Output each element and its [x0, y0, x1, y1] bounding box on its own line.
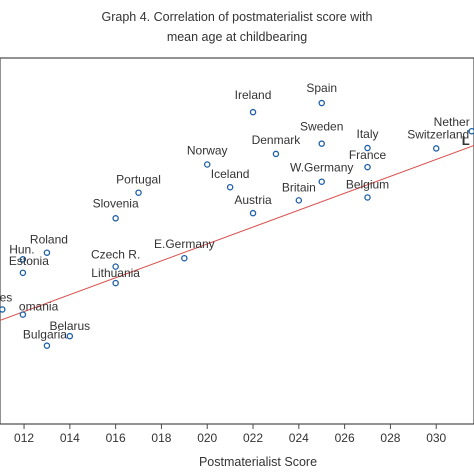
data-point — [364, 163, 371, 171]
point-label: Estonia — [9, 254, 49, 268]
point-label: France — [349, 148, 387, 162]
point-label: Austria — [234, 193, 272, 207]
chart-title-line-2: mean age at childbearing — [167, 30, 307, 44]
point-label: Switzerland — [407, 127, 469, 141]
regression-line — [0, 145, 474, 321]
data-point — [19, 256, 27, 263]
data-point — [249, 108, 257, 116]
data-point — [318, 99, 325, 107]
data-point — [112, 279, 119, 287]
data-point — [0, 306, 6, 313]
data-point — [19, 269, 27, 277]
point-label: Hun. — [9, 242, 34, 256]
point-label: Britain — [282, 180, 316, 194]
point-label: Bulgaria — [23, 328, 67, 342]
x-tick-label: 012 — [14, 431, 34, 445]
plot-area-frame — [0, 57, 474, 425]
data-point — [432, 145, 440, 152]
data-point — [318, 178, 325, 185]
x-axis: 01201401601802002202402602803003 — [14, 424, 447, 445]
data-point — [364, 144, 371, 152]
point-label: E.Germany — [154, 237, 215, 251]
data-point — [318, 140, 325, 147]
point-label: Denmark — [252, 133, 302, 147]
point-label: Norway — [187, 144, 228, 158]
point-label: es — [0, 290, 12, 304]
data-points — [0, 99, 474, 349]
fit-line-group — [0, 145, 474, 321]
chart-title-line-1: Graph 4. Correlation of postmaterialist … — [102, 10, 373, 24]
data-point — [226, 183, 234, 191]
data-point — [112, 215, 119, 222]
point-label: Belarus — [49, 319, 90, 333]
point-label: Lithuania — [91, 266, 140, 280]
data-point — [181, 254, 188, 262]
data-point — [43, 342, 51, 349]
data-point — [66, 332, 74, 340]
point-label: W.Germany — [290, 161, 353, 175]
x-tick-label: 030 — [426, 431, 446, 445]
x-tick-label: 018 — [151, 431, 171, 445]
point-label: Sweden — [300, 120, 343, 134]
x-tick-label: 022 — [243, 431, 263, 445]
point-label: Czech R. — [91, 248, 140, 262]
data-point — [19, 311, 27, 318]
data-point — [203, 161, 211, 168]
data-point — [112, 263, 119, 270]
x-tick-label: 024 — [289, 431, 309, 445]
x-axis-label: Postmaterialist Score — [199, 455, 317, 469]
point-label: Portugal — [116, 173, 161, 187]
point-label: Roland — [30, 233, 68, 247]
point-labels: Ireland Spain Nether Sweden Italy Switzerland… — [0, 81, 470, 342]
point-label: L — [462, 133, 470, 148]
data-point — [249, 209, 257, 217]
point-label: Italy — [357, 127, 379, 141]
point-label: Nether — [434, 115, 470, 129]
data-point — [43, 249, 51, 256]
point-label: Slovenia — [93, 196, 139, 210]
point-label: Ireland — [235, 88, 272, 102]
x-tick-label: 014 — [60, 431, 80, 445]
data-point — [364, 194, 371, 201]
x-tick-label: 026 — [335, 431, 355, 445]
data-point — [468, 127, 474, 135]
x-tick-label: 028 — [380, 431, 400, 445]
point-label: omania — [19, 300, 59, 314]
data-point — [295, 197, 303, 204]
point-label: Spain — [306, 81, 337, 95]
data-point — [135, 189, 142, 196]
x-tick-label: 020 — [197, 431, 217, 445]
data-point — [272, 150, 280, 158]
x-tick-label: 016 — [106, 431, 126, 445]
point-label: Belgium — [346, 177, 389, 191]
point-label: Iceland — [211, 167, 250, 181]
